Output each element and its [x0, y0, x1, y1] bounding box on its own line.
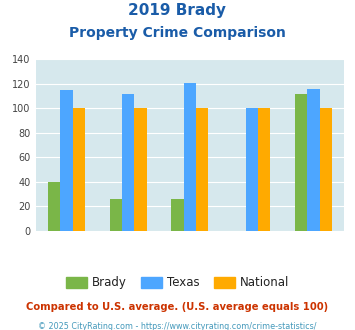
Bar	[171, 199, 184, 231]
Bar	[122, 94, 134, 231]
Bar	[134, 109, 147, 231]
Text: Compared to U.S. average. (U.S. average equals 100): Compared to U.S. average. (U.S. average …	[26, 302, 329, 312]
Text: Property Crime Comparison: Property Crime Comparison	[69, 26, 286, 40]
Bar	[110, 199, 122, 231]
Bar	[72, 109, 85, 231]
Bar	[60, 90, 72, 231]
Bar	[295, 94, 307, 231]
Bar	[258, 109, 270, 231]
Bar	[48, 182, 60, 231]
Bar	[320, 109, 332, 231]
Bar	[184, 83, 196, 231]
Text: 2019 Brady: 2019 Brady	[129, 3, 226, 18]
Bar	[307, 89, 320, 231]
Text: © 2025 CityRating.com - https://www.cityrating.com/crime-statistics/: © 2025 CityRating.com - https://www.city…	[38, 322, 317, 330]
Bar	[196, 109, 208, 231]
Legend: Brady, Texas, National: Brady, Texas, National	[61, 272, 294, 294]
Bar	[246, 109, 258, 231]
